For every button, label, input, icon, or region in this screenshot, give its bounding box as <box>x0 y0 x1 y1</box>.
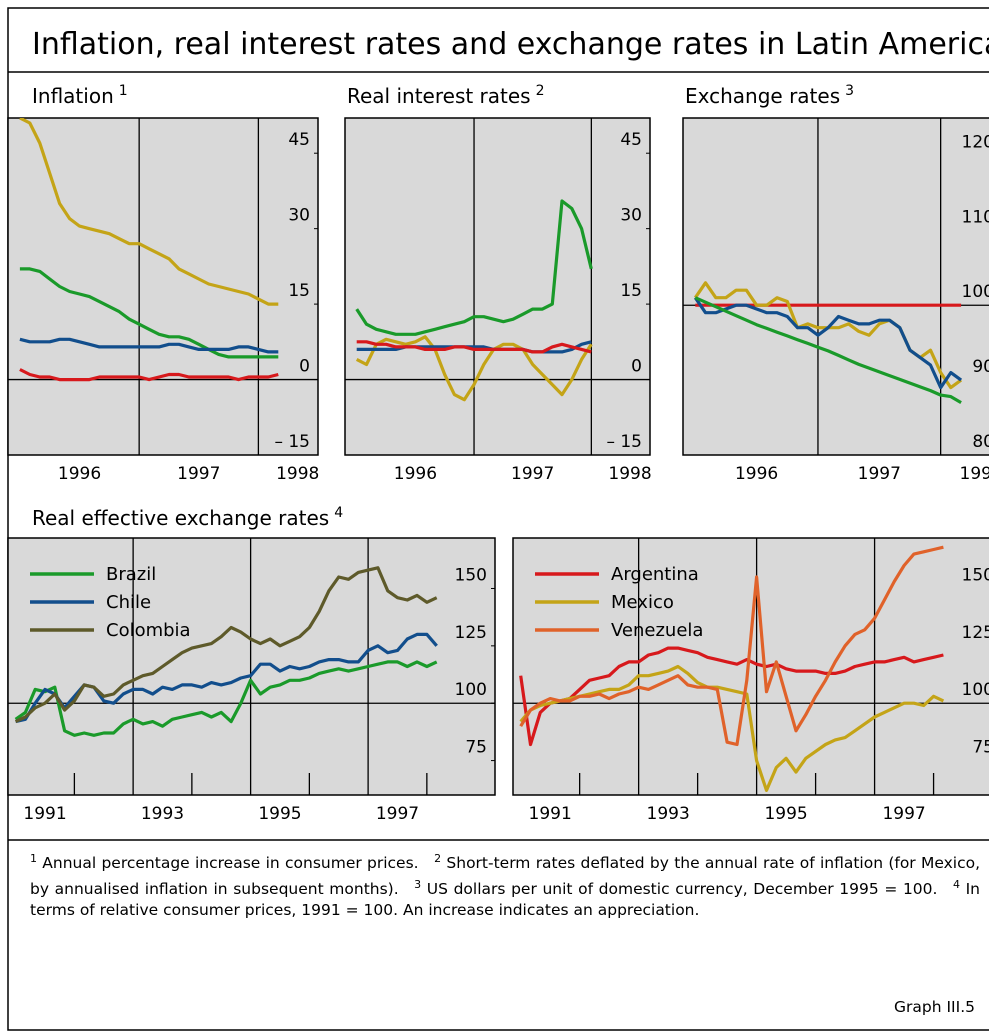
panel-title-text: Real effective exchange rates <box>32 506 329 530</box>
x-tick-label: 1997 <box>376 804 419 824</box>
y-tick-label: 80 <box>972 432 989 452</box>
series-line <box>356 340 592 354</box>
x-tick-label: 1996 <box>735 464 778 484</box>
legend-label: Brazil <box>106 564 156 585</box>
y-tick-label: 15 <box>288 281 310 301</box>
y-tick-label: 150 <box>962 565 989 585</box>
note-text: Annual percentage increase in consumer p… <box>42 854 419 873</box>
legend-label: Venezuela <box>611 620 703 641</box>
series-line <box>19 118 279 306</box>
x-tick-label: 1995 <box>258 804 301 824</box>
frame <box>7 7 989 1031</box>
x-tick-label: 1991 <box>529 804 572 824</box>
x-tick-label: 1998 <box>608 464 651 484</box>
y-tick-label: 150 <box>455 565 487 585</box>
y-tick-label: 15 <box>620 281 642 301</box>
x-tick-label: 1998 <box>960 464 989 484</box>
series-group <box>355 199 593 402</box>
series-line <box>19 267 279 359</box>
y-tick-label: 120 <box>962 132 989 152</box>
x-tick-label: 1997 <box>882 804 925 824</box>
series-line <box>356 340 592 354</box>
y-tick-label: 100 <box>455 680 487 700</box>
legend-label: Mexico <box>611 592 674 613</box>
x-tick-label: 1997 <box>858 464 901 484</box>
y-tick-label: 45 <box>620 130 642 150</box>
y-tick-label: 30 <box>620 206 642 226</box>
x-tick-label: 1996 <box>58 464 101 484</box>
x-tick-label: 1991 <box>23 804 66 824</box>
y-tick-label: 0 <box>631 357 642 377</box>
series-line <box>355 199 593 336</box>
x-tick-label: 1997 <box>177 464 220 484</box>
y-tick-label: 75 <box>972 738 989 758</box>
series-line <box>19 368 279 382</box>
panel-title: Inflation 1 <box>32 83 128 108</box>
plot-background <box>7 537 496 796</box>
note-mark: 1 <box>30 852 37 865</box>
y-tick-label: – 15 <box>274 432 310 452</box>
y-tick-label: 45 <box>288 130 310 150</box>
panel-title-text: Inflation <box>32 84 114 108</box>
y-tick-label: 0 <box>299 357 310 377</box>
y-tick-label: 90 <box>972 357 989 377</box>
note-ref: 1 <box>119 83 128 99</box>
series-line <box>14 660 438 737</box>
note-text: Short-term rates deflated by the annual … <box>30 854 981 899</box>
x-tick-label: 1998 <box>276 464 319 484</box>
series-group <box>19 118 279 382</box>
legend-label: Argentina <box>611 564 699 585</box>
series-group <box>693 281 963 404</box>
note-mark: 2 <box>434 852 442 865</box>
x-tick-label: 1993 <box>141 804 184 824</box>
y-tick-label: 30 <box>288 206 310 226</box>
panel-title: Real interest rates 2 <box>347 83 545 108</box>
series-line <box>694 296 962 404</box>
note-text: US dollars per unit of domestic currency… <box>426 880 938 899</box>
note-text: In terms of relative consumer prices, 19… <box>30 880 980 920</box>
series-line <box>519 646 944 747</box>
y-tick-label: 100 <box>962 282 989 302</box>
plot-background <box>7 117 319 456</box>
x-tick-label: 1995 <box>764 804 807 824</box>
series-line <box>19 337 279 354</box>
footnotes: 1 Annual percentage increase in consumer… <box>30 848 980 921</box>
x-tick-label: 1996 <box>394 464 437 484</box>
legend-label: Colombia <box>106 620 191 641</box>
series-line <box>355 335 593 402</box>
panel-title: Exchange rates 3 <box>685 83 854 108</box>
series-group <box>519 545 945 792</box>
series-line <box>519 545 944 747</box>
note-ref: 4 <box>334 505 343 521</box>
series-line <box>693 296 963 390</box>
y-tick-label: 125 <box>962 623 989 643</box>
series-line <box>14 566 438 724</box>
panel-title: Real effective exchange rates 4 <box>32 505 343 530</box>
plot-background <box>344 117 651 456</box>
y-tick-label: 75 <box>465 738 487 758</box>
plot-background <box>512 537 989 796</box>
note-mark: 3 <box>414 878 422 892</box>
series-line <box>519 664 945 792</box>
plot-background <box>682 117 989 456</box>
panel-title-text: Real interest rates <box>347 84 531 108</box>
x-tick-label: 1993 <box>647 804 690 824</box>
panel-title-text: Exchange rates <box>685 84 840 108</box>
figure-title: Inflation, real interest rates and excha… <box>32 27 989 62</box>
series-group <box>14 566 438 737</box>
y-tick-label: 125 <box>455 623 487 643</box>
y-tick-label: 100 <box>962 680 989 700</box>
note-mark: 4 <box>952 878 960 892</box>
x-tick-label: 1997 <box>511 464 554 484</box>
y-tick-label: 110 <box>962 207 989 227</box>
note-ref: 3 <box>845 83 854 99</box>
y-tick-label: – 15 <box>606 432 642 452</box>
note-ref: 2 <box>536 83 545 99</box>
graph-label: Graph III.5 <box>894 998 975 1016</box>
legend-label: Chile <box>106 592 151 613</box>
